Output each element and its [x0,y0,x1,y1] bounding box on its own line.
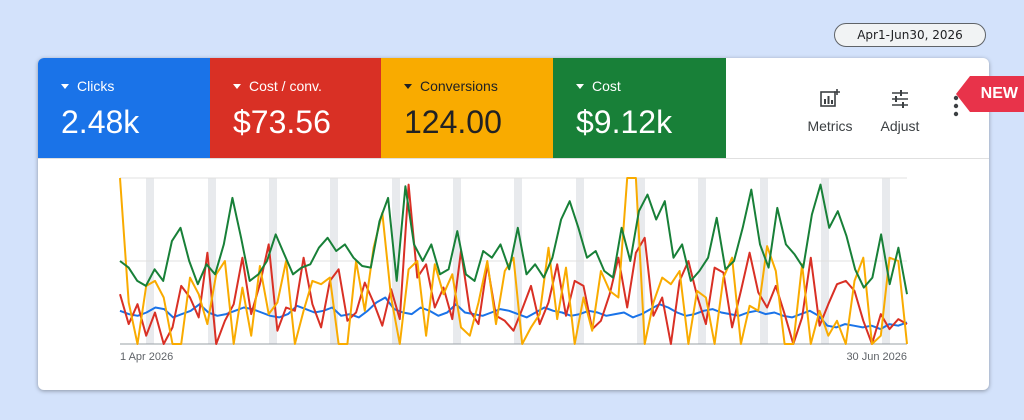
metric-tile-conversions[interactable]: Conversions 124.00 [381,58,553,158]
metric-label: Conversions [420,78,498,94]
metric-label: Cost [592,78,621,94]
metric-label: Clicks [77,78,115,94]
metrics-button[interactable]: Metrics [800,88,860,134]
metric-tile-cost[interactable]: Cost $9.12k [553,58,726,158]
caret-down-icon [404,83,412,89]
metrics-label: Metrics [807,118,853,134]
metric-label-row: Cost [576,78,726,94]
caret-down-icon [576,83,584,89]
metric-label-row: Clicks [61,78,210,94]
performance-line-chart: 1 Apr 2026 30 Jun 2026 [119,177,908,363]
tile-divider [38,158,989,159]
cost-series-line [119,183,908,295]
metric-value: 124.00 [404,104,502,140]
caret-down-icon [61,83,69,89]
caret-down-icon [233,83,241,89]
adjust-label: Adjust [880,118,920,134]
metric-label: Cost / conv. [249,78,322,94]
adjust-button[interactable]: Adjust [870,88,930,134]
performance-card: Clicks 2.48k Cost / conv. $73.56 Convers… [38,58,989,390]
date-range-selector[interactable]: Apr1-Jun30, 2026 [834,23,986,47]
more-vert-icon [953,95,959,117]
metric-value: $73.56 [233,104,331,140]
x-axis-start-label: 1 Apr 2026 [120,351,173,363]
cost-per-conversion-series-line [119,183,908,345]
new-badge: NEW [956,76,1024,112]
add-chart-icon [820,89,840,107]
tune-icon [892,90,908,108]
metric-tile-cost-per-conversion[interactable]: Cost / conv. $73.56 [210,58,382,158]
x-axis-end-label: 30 Jun 2026 [846,351,907,363]
metric-tile-clicks[interactable]: Clicks 2.48k [38,58,210,158]
metric-label-row: Cost / conv. [233,78,382,94]
conversions-series-line [119,177,908,345]
metric-label-row: Conversions [404,78,553,94]
metric-value: 2.48k [61,104,140,140]
metric-value: $9.12k [576,104,673,140]
more-options-button[interactable] [952,94,960,123]
